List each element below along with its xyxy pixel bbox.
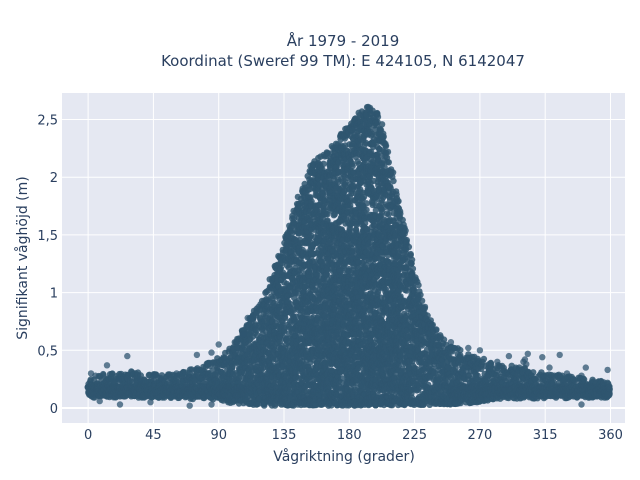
- data-point: [349, 162, 356, 170]
- chart-title-line-2: Koordinat (Sweref 99 TM): E 424105, N 61…: [161, 52, 525, 70]
- chart-title-line-1: År 1979 - 2019: [287, 31, 400, 50]
- data-point: [320, 160, 327, 167]
- data-point: [100, 370, 107, 378]
- data-points: [84, 103, 613, 409]
- data-point: [363, 200, 370, 207]
